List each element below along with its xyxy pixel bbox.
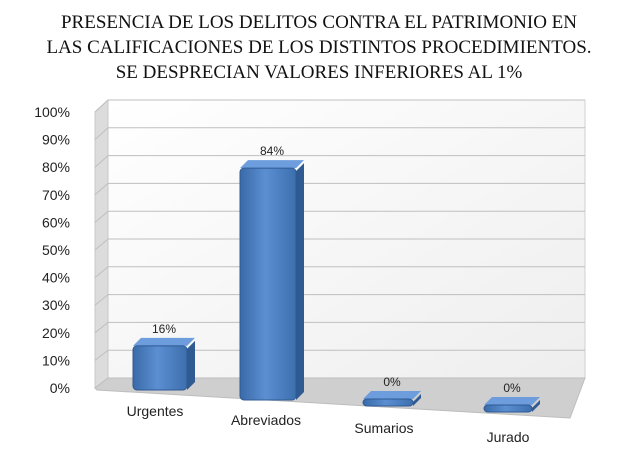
bar-top	[240, 160, 304, 169]
bar-urgentes: 16%	[132, 322, 195, 391]
y-tick-label: 10%	[42, 352, 70, 368]
bar-top	[363, 391, 421, 399]
x-category-label: Sumarios	[354, 420, 413, 436]
y-tick-label: 70%	[42, 187, 70, 203]
bar-side	[296, 163, 304, 400]
chart-title-line-2: LAS CALIFICACIONES DE LOS DISTINTOS PROC…	[46, 37, 592, 58]
y-tick-label: 50%	[42, 242, 70, 258]
bar-top	[484, 397, 540, 405]
gridline	[94, 182, 585, 196]
y-tick-label: 100%	[34, 104, 70, 120]
y-tick-label: 20%	[42, 325, 70, 341]
bars: 16% 84% 0% 0%	[132, 144, 540, 413]
y-tick-label: 30%	[42, 297, 70, 313]
y-tick-label: 60%	[42, 214, 70, 230]
data-label: 84%	[260, 144, 284, 158]
y-tick-label: 0%	[50, 380, 70, 396]
bar-front	[132, 345, 188, 391]
floor	[94, 377, 586, 419]
gridline	[94, 294, 585, 306]
y-tick-label: 40%	[42, 270, 70, 286]
bar-abreviados: 84%	[239, 144, 304, 401]
gridlines	[94, 99, 585, 361]
bar-top	[133, 337, 195, 346]
bar-front	[483, 404, 533, 413]
gridline	[94, 127, 585, 140]
bar-side	[187, 340, 195, 390]
bar-front	[239, 167, 297, 401]
gridline	[94, 210, 585, 223]
gridline	[94, 266, 585, 278]
bar-side	[532, 400, 540, 412]
y-tick-label: 90%	[42, 132, 70, 148]
data-label: 0%	[383, 375, 401, 389]
bar-front	[362, 398, 414, 407]
x-category-label: Abreviados	[231, 412, 301, 428]
x-category-label: Jurado	[487, 429, 530, 445]
gridline	[94, 321, 585, 334]
x-category-label: Urgentes	[127, 403, 184, 419]
bar-jurado: 0%	[483, 381, 540, 413]
data-label: 0%	[503, 381, 521, 395]
chart-title-line-1: PRESENCIA DE LOS DELITOS CONTRA EL PATRI…	[60, 12, 578, 33]
y-tick-label: 80%	[42, 159, 70, 175]
gridline	[94, 349, 585, 361]
chart-title: PRESENCIA DE LOS DELITOS CONTRA EL PATRI…	[0, 10, 638, 85]
y-axis-ticks: 0% 10% 20% 30% 40% 50% 60% 70% 80% 90% 100%	[34, 104, 70, 396]
gridline	[94, 155, 585, 168]
data-label: 16%	[152, 322, 176, 336]
bar-side	[413, 394, 421, 406]
x-axis-categories: Urgentes Abreviados Sumarios Jurado	[127, 403, 530, 445]
gridline	[94, 238, 585, 251]
gridline	[94, 99, 585, 113]
bar-sumarios: 0%	[362, 375, 421, 407]
chart-title-line-3: SE DESPRECIAN VALORES INFERIORES AL 1%	[115, 62, 523, 83]
